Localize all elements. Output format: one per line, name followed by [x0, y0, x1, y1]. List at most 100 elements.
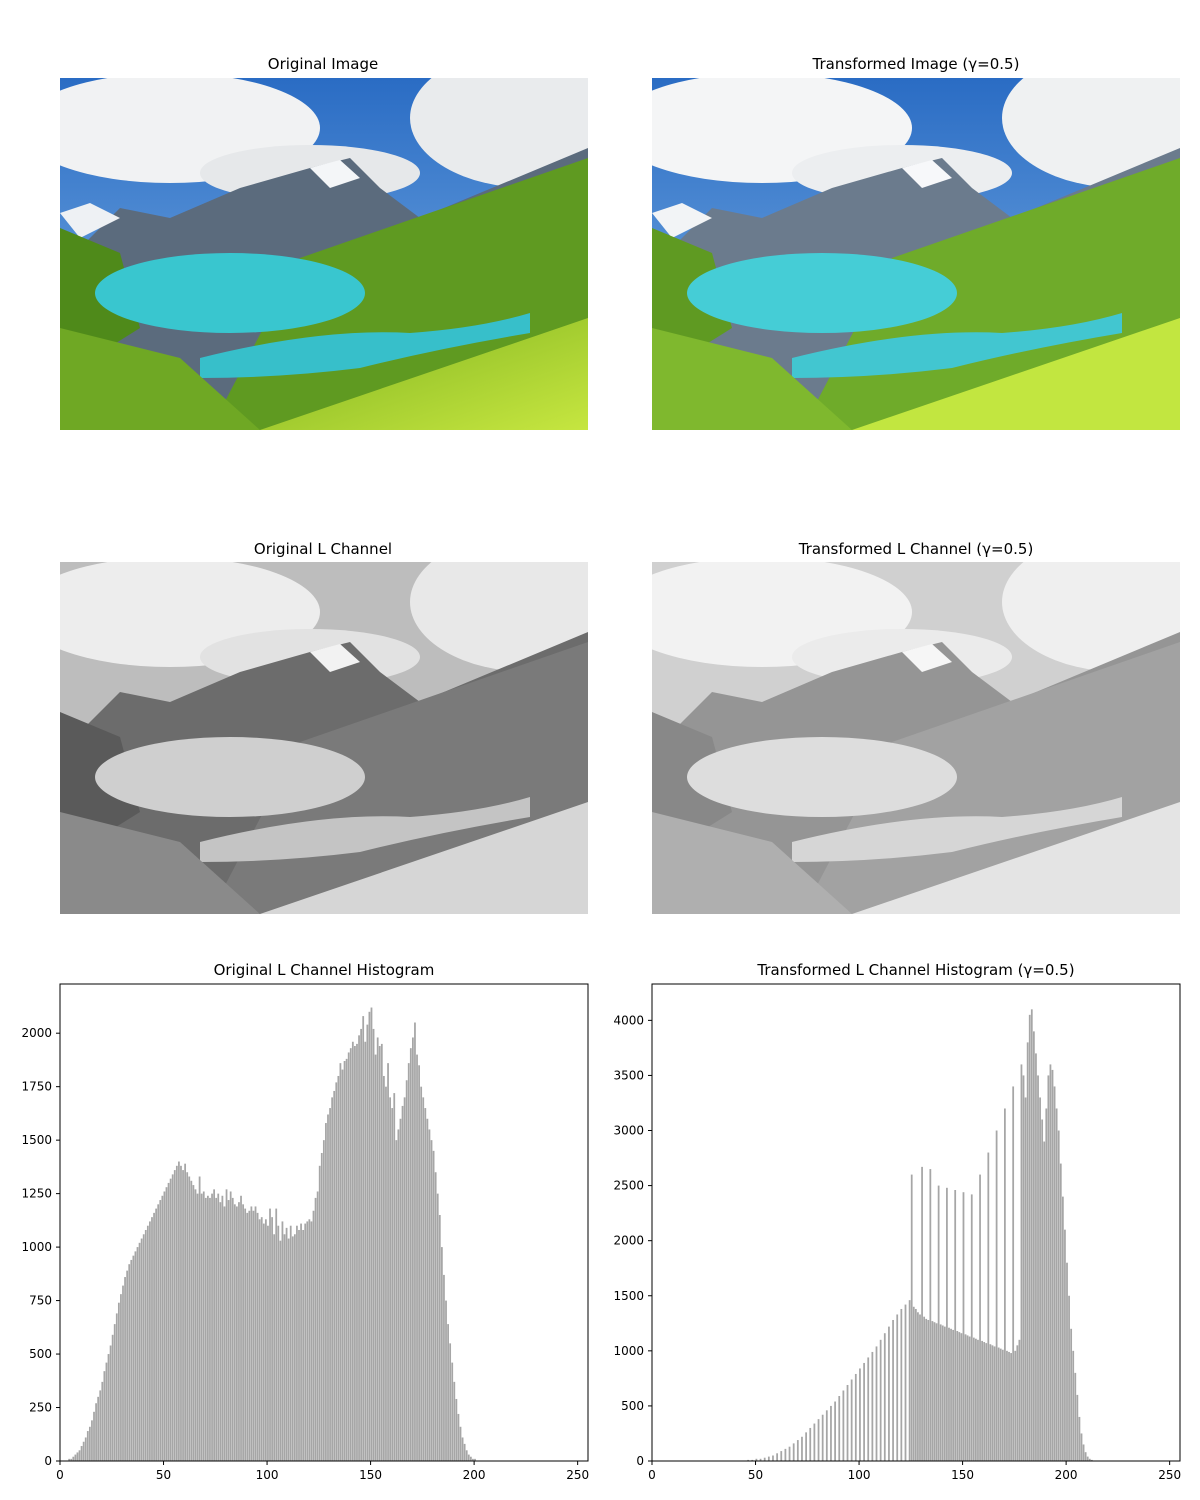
histogram-bar	[349, 1048, 352, 1461]
histogram-bar	[256, 1212, 259, 1461]
histogram-bar	[946, 1187, 948, 1461]
histogram-bar	[825, 1410, 828, 1461]
histogram-bar	[447, 1324, 449, 1461]
histogram-bar	[972, 1337, 975, 1461]
histogram-bar	[250, 1206, 253, 1461]
histogram-bar	[772, 1455, 774, 1461]
histogram-bar	[467, 1454, 470, 1461]
histogram-bar	[88, 1426, 91, 1461]
histogram-bar	[287, 1238, 290, 1461]
histogram-bar	[221, 1195, 224, 1461]
histogram-bar	[405, 1080, 408, 1461]
histogram-bar	[146, 1225, 149, 1461]
histogram-bar	[927, 1319, 930, 1461]
histogram-bar	[875, 1346, 878, 1461]
histogram-bar	[233, 1204, 236, 1461]
histogram-bar	[91, 1420, 93, 1461]
histogram-bar	[455, 1398, 458, 1461]
histogram-bar	[262, 1223, 265, 1461]
histogram-bar	[107, 1354, 110, 1461]
histogram-bar	[140, 1238, 143, 1461]
histogram-bar	[385, 1086, 387, 1461]
histogram-bar	[267, 1225, 269, 1461]
histogram-bar	[888, 1326, 890, 1461]
y-tick-label: 1500	[613, 1289, 644, 1303]
histogram-bar	[919, 1314, 921, 1461]
histogram-bar	[161, 1195, 164, 1461]
histogram-bar	[1084, 1452, 1087, 1461]
histogram-bar	[126, 1270, 129, 1461]
histogram-bar	[318, 1165, 321, 1461]
histogram-bar	[401, 1105, 404, 1461]
histogram-bar	[339, 1063, 342, 1461]
histogram-bar	[426, 1118, 429, 1461]
histogram-bar	[970, 1194, 973, 1461]
histogram-bar	[1088, 1458, 1091, 1461]
histogram-bar	[1076, 1394, 1079, 1461]
histogram-bar	[167, 1182, 170, 1461]
histogram-bar	[308, 1219, 311, 1461]
histogram-bar	[202, 1191, 205, 1461]
histogram-bar	[354, 1046, 356, 1461]
histogram-bar	[376, 1037, 379, 1461]
histogram-bar	[954, 1190, 957, 1461]
histogram-bar	[896, 1314, 899, 1461]
histogram-bar	[817, 1419, 820, 1461]
histogram-bar	[372, 1028, 375, 1461]
histogram-bar	[70, 1458, 73, 1461]
histogram-bar	[184, 1163, 187, 1461]
histogram-bar	[368, 1011, 371, 1461]
histogram-bar	[289, 1225, 292, 1461]
histogram-bar	[904, 1304, 907, 1461]
histogram-bar	[1020, 1064, 1023, 1461]
y-tick-label: 500	[621, 1399, 644, 1413]
histogram-bar	[1010, 1353, 1012, 1461]
histogram-bar	[842, 1390, 845, 1461]
histogram-bar	[1059, 1163, 1062, 1461]
histogram-bar	[933, 1322, 936, 1461]
histogram-bar	[939, 1324, 942, 1461]
histogram-bar	[784, 1448, 787, 1461]
histogram-bar	[136, 1247, 139, 1461]
transformed-l-title: Transformed L Channel (γ=0.5)	[798, 540, 1034, 558]
histogram-bar	[124, 1277, 126, 1461]
histogram-bar	[923, 1316, 926, 1461]
histogram-bar	[1032, 1031, 1035, 1461]
histogram-bar	[130, 1259, 133, 1461]
x-tick-label: 0	[648, 1468, 656, 1482]
histogram-bar	[925, 1318, 928, 1461]
histogram-bar	[1061, 1196, 1064, 1461]
histogram-bar	[997, 1347, 1000, 1461]
histogram-bar	[105, 1362, 108, 1461]
histogram-bar	[407, 1063, 410, 1461]
histogram-bar	[82, 1441, 85, 1461]
histogram-bar	[383, 1075, 385, 1461]
histogram-bar	[1043, 1141, 1046, 1461]
histogram-bar	[420, 1086, 423, 1461]
histogram-bar	[351, 1041, 354, 1461]
histogram-bar	[173, 1170, 176, 1461]
histogram-bar	[217, 1193, 220, 1461]
histogram-bar	[755, 1458, 758, 1461]
landscape-photo	[60, 78, 588, 430]
histogram-bar	[279, 1240, 282, 1461]
histogram-bar	[414, 1022, 416, 1461]
histogram-bar	[302, 1229, 305, 1461]
grayscale-photo-transformed	[652, 562, 1180, 914]
histogram-bar	[751, 1459, 754, 1461]
histogram-bar	[364, 1041, 367, 1461]
histogram-bar	[142, 1234, 145, 1461]
histogram-bar	[418, 1065, 420, 1461]
y-tick-label: 3500	[613, 1068, 644, 1082]
histogram-bar	[273, 1234, 276, 1461]
histogram-bar	[312, 1210, 315, 1461]
histogram-bar	[300, 1223, 302, 1461]
histogram-bar	[1057, 1130, 1060, 1461]
original-l-channel-image	[60, 562, 588, 914]
y-tick-label: 4000	[613, 1013, 644, 1027]
histogram-bar	[80, 1446, 83, 1461]
histogram-bar	[248, 1210, 251, 1461]
y-tick-label: 1000	[21, 1240, 52, 1254]
histogram-bar	[178, 1161, 180, 1461]
y-tick-label: 500	[29, 1347, 52, 1361]
